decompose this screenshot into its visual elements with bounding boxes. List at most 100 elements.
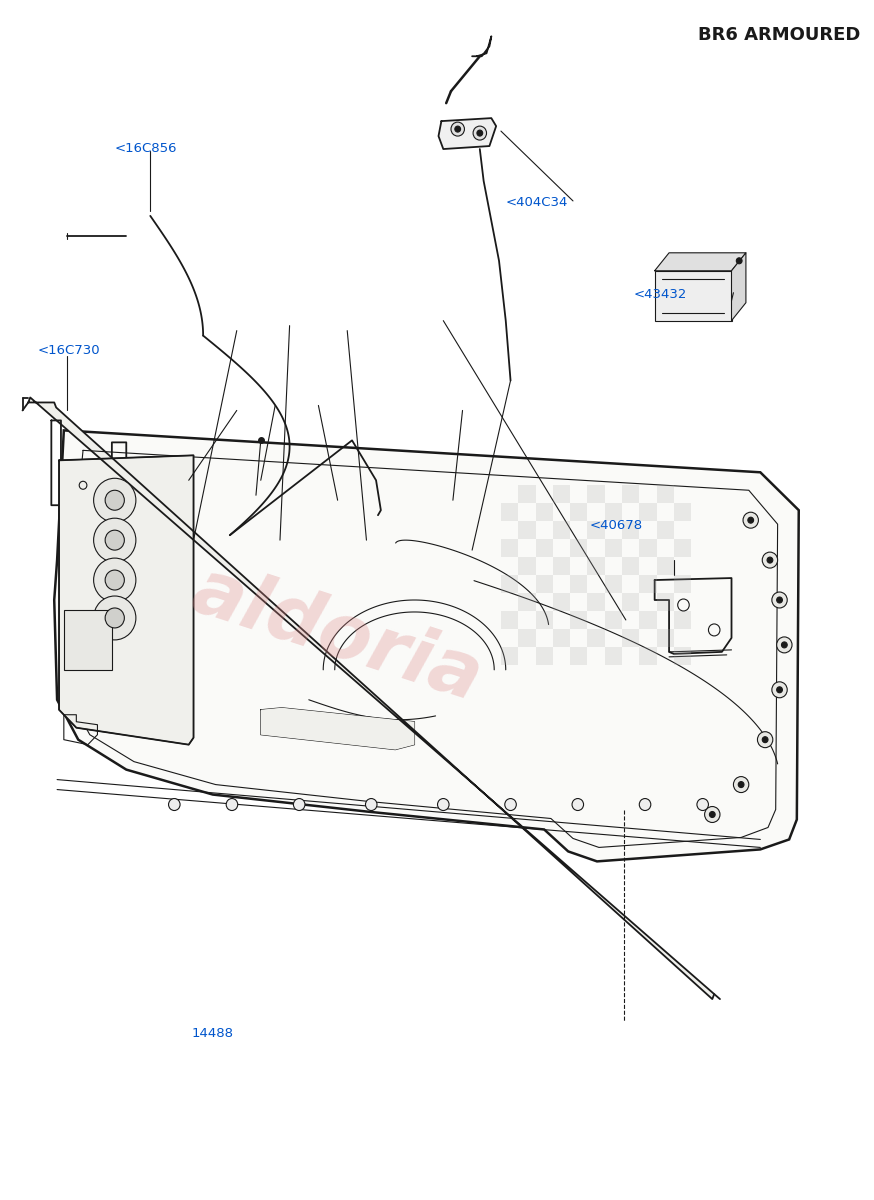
Circle shape xyxy=(777,686,782,692)
Bar xyxy=(587,593,605,611)
Circle shape xyxy=(748,517,753,523)
Bar xyxy=(64,610,112,670)
Circle shape xyxy=(572,798,584,810)
Text: BR6 ARMOURED: BR6 ARMOURED xyxy=(698,26,861,44)
Text: 14488: 14488 xyxy=(191,1027,233,1040)
Circle shape xyxy=(451,122,464,136)
Bar xyxy=(518,521,536,539)
Bar xyxy=(605,611,622,629)
Bar xyxy=(536,647,553,665)
Bar xyxy=(536,539,553,557)
Circle shape xyxy=(454,126,461,132)
Bar xyxy=(570,611,587,629)
Bar xyxy=(639,575,656,593)
Bar xyxy=(536,503,553,521)
Bar xyxy=(518,629,536,647)
Bar xyxy=(605,503,622,521)
Circle shape xyxy=(762,737,768,743)
Circle shape xyxy=(704,806,720,822)
Circle shape xyxy=(105,608,124,628)
Circle shape xyxy=(105,491,124,510)
Bar xyxy=(622,629,639,647)
Bar xyxy=(501,503,518,521)
Bar xyxy=(622,593,639,611)
Circle shape xyxy=(438,798,449,810)
Bar xyxy=(639,503,656,521)
Bar xyxy=(587,521,605,539)
Polygon shape xyxy=(59,455,193,745)
Polygon shape xyxy=(28,397,714,1000)
Bar xyxy=(570,647,587,665)
Bar xyxy=(587,629,605,647)
Bar xyxy=(622,557,639,575)
Bar xyxy=(553,521,570,539)
Circle shape xyxy=(767,557,773,563)
Bar xyxy=(605,647,622,665)
Circle shape xyxy=(772,682,787,697)
Bar xyxy=(501,575,518,593)
Text: <16C730: <16C730 xyxy=(38,344,101,358)
Bar xyxy=(656,593,674,611)
Bar xyxy=(570,575,587,593)
Circle shape xyxy=(733,776,749,792)
Circle shape xyxy=(772,592,787,608)
Bar xyxy=(553,629,570,647)
Bar xyxy=(536,611,553,629)
Circle shape xyxy=(758,732,773,748)
Bar xyxy=(518,485,536,503)
Polygon shape xyxy=(439,118,496,149)
Bar xyxy=(553,593,570,611)
Bar xyxy=(570,539,587,557)
Bar xyxy=(674,611,691,629)
Polygon shape xyxy=(260,708,414,750)
Bar xyxy=(587,485,605,503)
Bar xyxy=(674,575,691,593)
Circle shape xyxy=(697,798,709,810)
Bar xyxy=(553,557,570,575)
Circle shape xyxy=(105,570,124,590)
Bar xyxy=(570,503,587,521)
Bar xyxy=(605,575,622,593)
Text: <40678: <40678 xyxy=(589,518,642,532)
Circle shape xyxy=(94,596,135,640)
Polygon shape xyxy=(732,253,746,320)
Bar xyxy=(639,611,656,629)
Circle shape xyxy=(639,798,651,810)
Circle shape xyxy=(169,798,180,810)
Bar xyxy=(605,539,622,557)
Circle shape xyxy=(777,598,782,602)
Text: aldoria: aldoria xyxy=(184,554,491,718)
Bar xyxy=(622,485,639,503)
Bar xyxy=(518,557,536,575)
Bar xyxy=(501,539,518,557)
Polygon shape xyxy=(655,578,732,654)
Polygon shape xyxy=(54,431,799,862)
Circle shape xyxy=(94,518,135,562)
Circle shape xyxy=(365,798,377,810)
Bar xyxy=(587,557,605,575)
Bar xyxy=(536,575,553,593)
Bar xyxy=(674,503,691,521)
Circle shape xyxy=(94,558,135,602)
Bar xyxy=(622,521,639,539)
Bar xyxy=(656,557,674,575)
Bar xyxy=(501,611,518,629)
Bar xyxy=(674,647,691,665)
Bar xyxy=(655,271,732,320)
Circle shape xyxy=(473,126,487,140)
Circle shape xyxy=(710,811,715,817)
Text: <16C856: <16C856 xyxy=(114,142,177,155)
Text: <43432: <43432 xyxy=(634,288,687,301)
Circle shape xyxy=(94,479,135,522)
Bar xyxy=(553,485,570,503)
Circle shape xyxy=(294,798,305,810)
Bar xyxy=(518,593,536,611)
Polygon shape xyxy=(655,253,746,271)
Bar xyxy=(639,647,656,665)
Circle shape xyxy=(105,530,124,550)
Circle shape xyxy=(762,552,778,568)
Bar xyxy=(501,647,518,665)
Bar xyxy=(639,539,656,557)
Text: <404C34: <404C34 xyxy=(506,197,568,210)
Circle shape xyxy=(777,637,792,653)
